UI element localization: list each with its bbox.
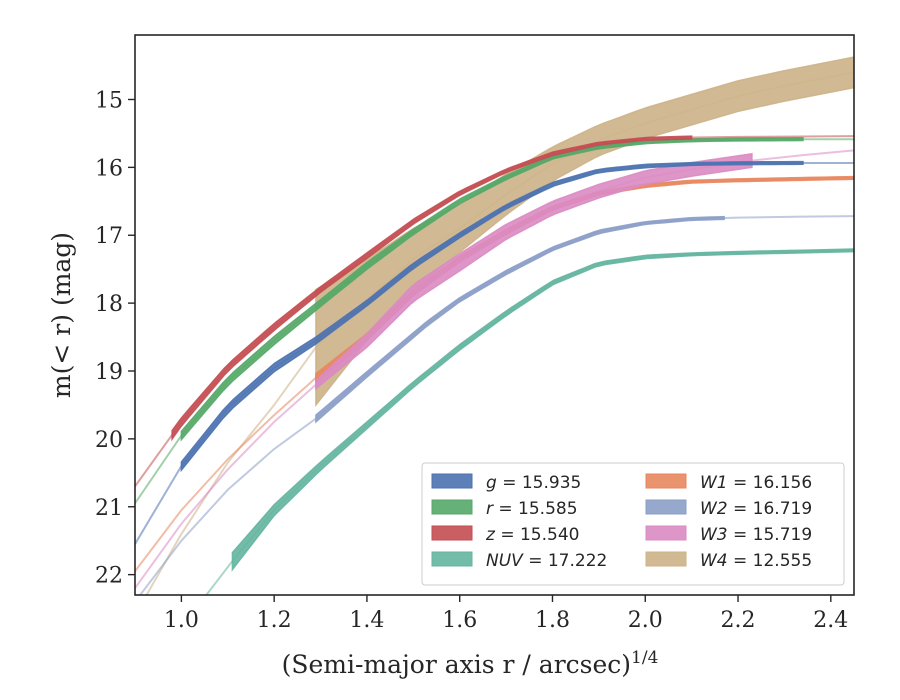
legend-swatch-nuv <box>431 551 473 567</box>
legend-value-w3: = 15.719 <box>728 525 813 545</box>
legend-value-r: = 15.585 <box>493 499 578 519</box>
legend-value-z: = 15.540 <box>495 525 580 545</box>
x-tick-label: 1.2 <box>257 608 292 633</box>
legend-label-nuv: NUV = 17.222 <box>486 551 607 571</box>
legend-value-w1: = 16.156 <box>728 473 813 493</box>
legend-symbol-w1: W1 <box>700 473 728 493</box>
legend-symbol-w3: W3 <box>700 525 728 545</box>
y-tick-label: 15 <box>95 88 123 113</box>
legend-swatch-g <box>431 473 473 489</box>
legend-swatch-r <box>431 499 473 515</box>
x-tick-label: 1.8 <box>535 608 570 633</box>
x-axis: 1.0 1.2 1.4 1.6 1.8 2.0 2.2 2.4 <box>164 595 848 633</box>
x-axis-label-main: (Semi-major axis r / arcsec) <box>282 650 631 679</box>
y-tick-label: 18 <box>95 292 123 317</box>
legend-label-w2: W2 = 16.719 <box>700 499 812 519</box>
legend-symbol-w2: W2 <box>700 499 728 519</box>
series-w2-band <box>315 215 725 424</box>
legend-swatch-w2 <box>645 499 687 515</box>
x-tick-label: 2.4 <box>813 608 848 633</box>
y-tick-label: 17 <box>95 224 123 249</box>
x-tick-label: 1.0 <box>164 608 199 633</box>
legend-swatch-w4 <box>645 551 687 567</box>
series-nuv-band <box>231 248 854 572</box>
series-layer <box>135 56 854 595</box>
x-tick-label: 2.0 <box>628 608 663 633</box>
x-tick-label: 1.6 <box>442 608 477 633</box>
legend-label-g: g = 15.935 <box>486 473 581 493</box>
y-tick-label: 21 <box>95 496 123 521</box>
x-tick-label: 1.4 <box>349 608 384 633</box>
legend-label-z: z = 15.540 <box>485 525 579 545</box>
x-tick-label: 2.2 <box>721 608 756 633</box>
legend-label-w4: W4 = 12.555 <box>700 551 812 571</box>
legend-value-w4: = 12.555 <box>728 551 813 571</box>
plot-frame <box>134 34 855 596</box>
legend-label-w1: W1 = 16.156 <box>700 473 812 493</box>
x-axis-label-superscript: 1/4 <box>631 648 658 668</box>
legend-symbol-r: r <box>486 499 494 519</box>
legend-label-r: r = 15.585 <box>486 499 578 519</box>
legend-label-w3: W3 = 15.719 <box>700 525 812 545</box>
y-axis: 15 16 17 18 19 20 21 22 <box>95 88 135 589</box>
series-z-band <box>171 135 693 442</box>
legend-value-g: = 15.935 <box>497 473 582 493</box>
legend-value-w2: = 16.719 <box>728 499 813 519</box>
x-axis-label: (Semi-major axis r / arcsec)1/4 <box>282 648 659 679</box>
legend-symbol-g: g <box>486 473 497 493</box>
y-tick-label: 20 <box>95 428 123 453</box>
legend-swatch-w3 <box>645 525 687 541</box>
y-tick-label: 22 <box>95 564 123 589</box>
series-w3-band <box>315 152 753 391</box>
legend-value-nuv: = 17.222 <box>523 551 608 571</box>
legend-swatch-z <box>431 525 473 541</box>
legend-symbol-nuv: NUV <box>486 551 524 571</box>
y-axis-label: m(< r) (mag) <box>47 232 76 398</box>
legend-symbol-z: z <box>485 525 496 545</box>
legend-symbol-w4: W4 <box>700 551 728 571</box>
series-r-band <box>180 137 804 442</box>
legend-swatch-w1 <box>645 473 687 489</box>
legend-box <box>421 462 845 586</box>
series-g-band <box>180 160 804 473</box>
y-tick-label: 16 <box>95 156 123 181</box>
y-tick-label: 19 <box>95 360 123 385</box>
